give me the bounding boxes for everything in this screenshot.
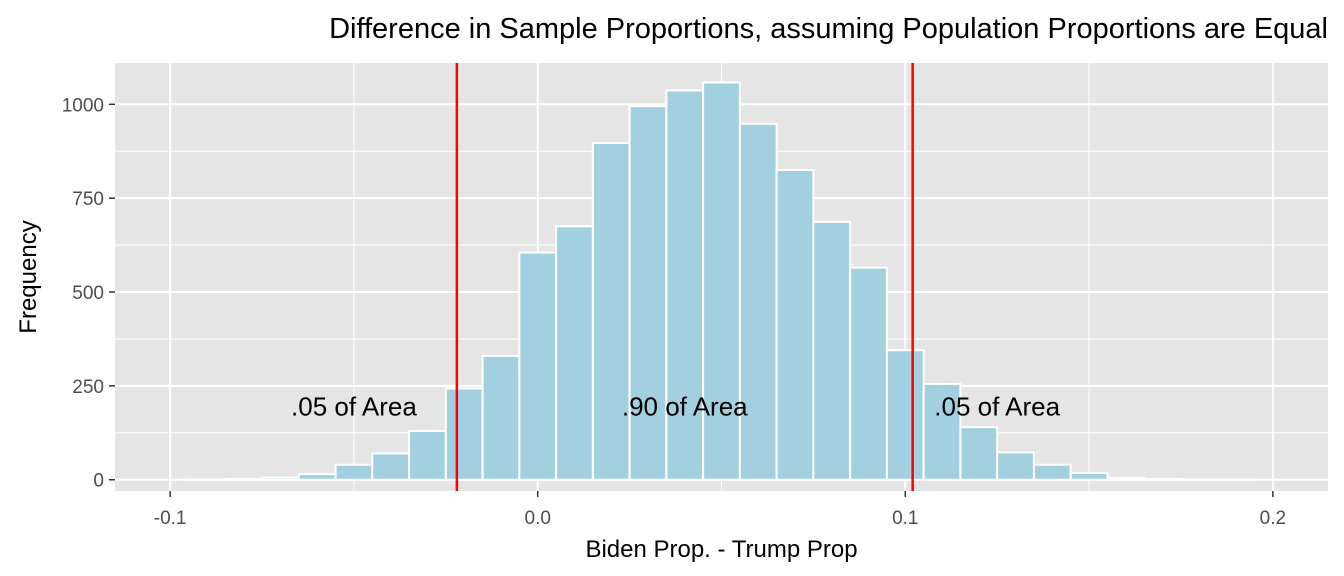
histogram-bar xyxy=(1032,463,1072,481)
histogram-bar xyxy=(297,473,337,481)
annotations: .05 of Area .90 of Area .05 of Area xyxy=(291,392,1061,422)
histogram-bar xyxy=(591,141,631,481)
histogram-bar xyxy=(371,452,411,481)
histogram-bar xyxy=(959,426,999,481)
histogram-bar xyxy=(885,349,925,481)
histogram-bars xyxy=(187,81,1256,481)
y-tick-label: 250 xyxy=(72,377,104,398)
histogram-bar xyxy=(775,169,815,481)
y-tick-label: 0 xyxy=(93,471,104,492)
histogram-bar xyxy=(665,89,705,481)
area-annotation: .05 of Area xyxy=(291,392,417,422)
x-axis-label: Biden Prop. - Trump Prop xyxy=(585,536,857,563)
y-tick-label: 1000 xyxy=(62,95,104,116)
histogram-bar xyxy=(518,251,558,481)
area-annotation: .90 of Area xyxy=(622,392,748,422)
histogram-bar xyxy=(334,463,374,481)
x-tick-label: 0.0 xyxy=(525,508,551,529)
histogram-bar xyxy=(481,354,521,481)
x-tick-label: -0.1 xyxy=(154,508,187,529)
area-annotation: .05 of Area xyxy=(934,392,1060,422)
chart-title: Difference in Sample Proportions, assumi… xyxy=(329,13,1328,45)
histogram-bar xyxy=(261,476,300,481)
reference-lines xyxy=(455,63,914,491)
histogram-bar xyxy=(738,122,778,481)
y-tick-label: 500 xyxy=(72,283,104,304)
y-axis-ticks: 0 250 500 750 1000 xyxy=(62,95,115,492)
x-tick-label: 0.1 xyxy=(892,508,918,529)
x-tick-label: 0.2 xyxy=(1260,508,1286,529)
histogram-bar xyxy=(1069,471,1109,481)
histogram-bar xyxy=(922,383,962,481)
histogram-bar xyxy=(1143,477,1182,481)
histogram-bar xyxy=(408,429,447,481)
histogram-bar xyxy=(849,266,888,481)
x-axis-ticks: -0.1 0.0 0.1 0.2 xyxy=(154,491,1286,529)
histogram-bar xyxy=(224,477,264,481)
histogram-bar xyxy=(812,220,852,481)
histogram-bar xyxy=(1106,476,1146,481)
y-axis-label: Frequency xyxy=(15,220,42,333)
histogram-bar xyxy=(444,387,484,481)
histogram-bar xyxy=(555,225,594,481)
histogram-bar xyxy=(996,451,1035,481)
histogram-bar xyxy=(628,105,668,481)
y-tick-label: 750 xyxy=(72,189,104,210)
